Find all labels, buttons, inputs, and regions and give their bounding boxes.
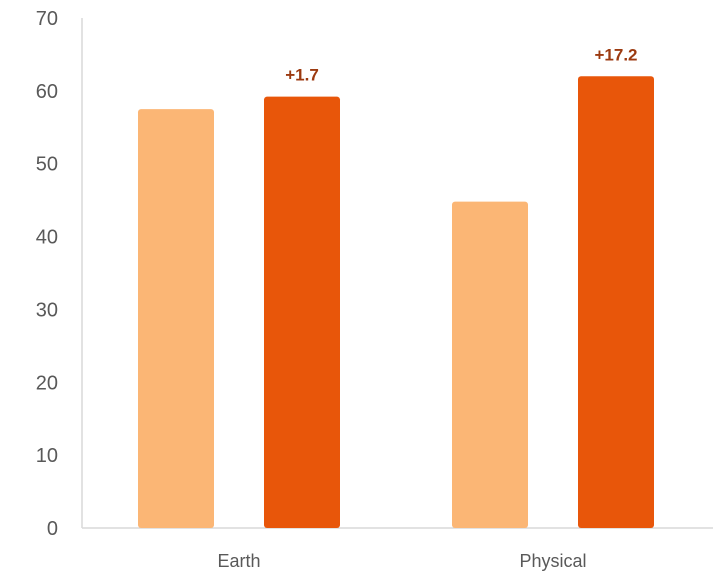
x-category-label: Earth: [217, 551, 260, 571]
x-axis: Earth Physical: [82, 527, 713, 571]
bar: [138, 109, 214, 529]
bar: [578, 76, 654, 529]
y-tick-label: 70: [36, 8, 58, 30]
bar: [452, 201, 528, 528]
bar: [264, 96, 340, 528]
y-axis: 0 10 20 30 40 50 60 70: [36, 8, 83, 540]
bars: [138, 76, 654, 529]
y-tick-label: 10: [36, 445, 58, 467]
y-tick-label: 0: [47, 518, 58, 540]
y-tick-label: 50: [36, 154, 58, 176]
data-label: +1.7: [285, 66, 319, 85]
y-tick-label: 40: [36, 227, 58, 249]
y-tick-label: 60: [36, 81, 58, 103]
y-tick-label: 30: [36, 299, 58, 321]
data-labels: +1.7 +17.2: [285, 45, 637, 84]
data-label: +17.2: [594, 45, 637, 64]
y-tick-label: 20: [36, 372, 58, 394]
x-category-label: Physical: [519, 551, 586, 571]
